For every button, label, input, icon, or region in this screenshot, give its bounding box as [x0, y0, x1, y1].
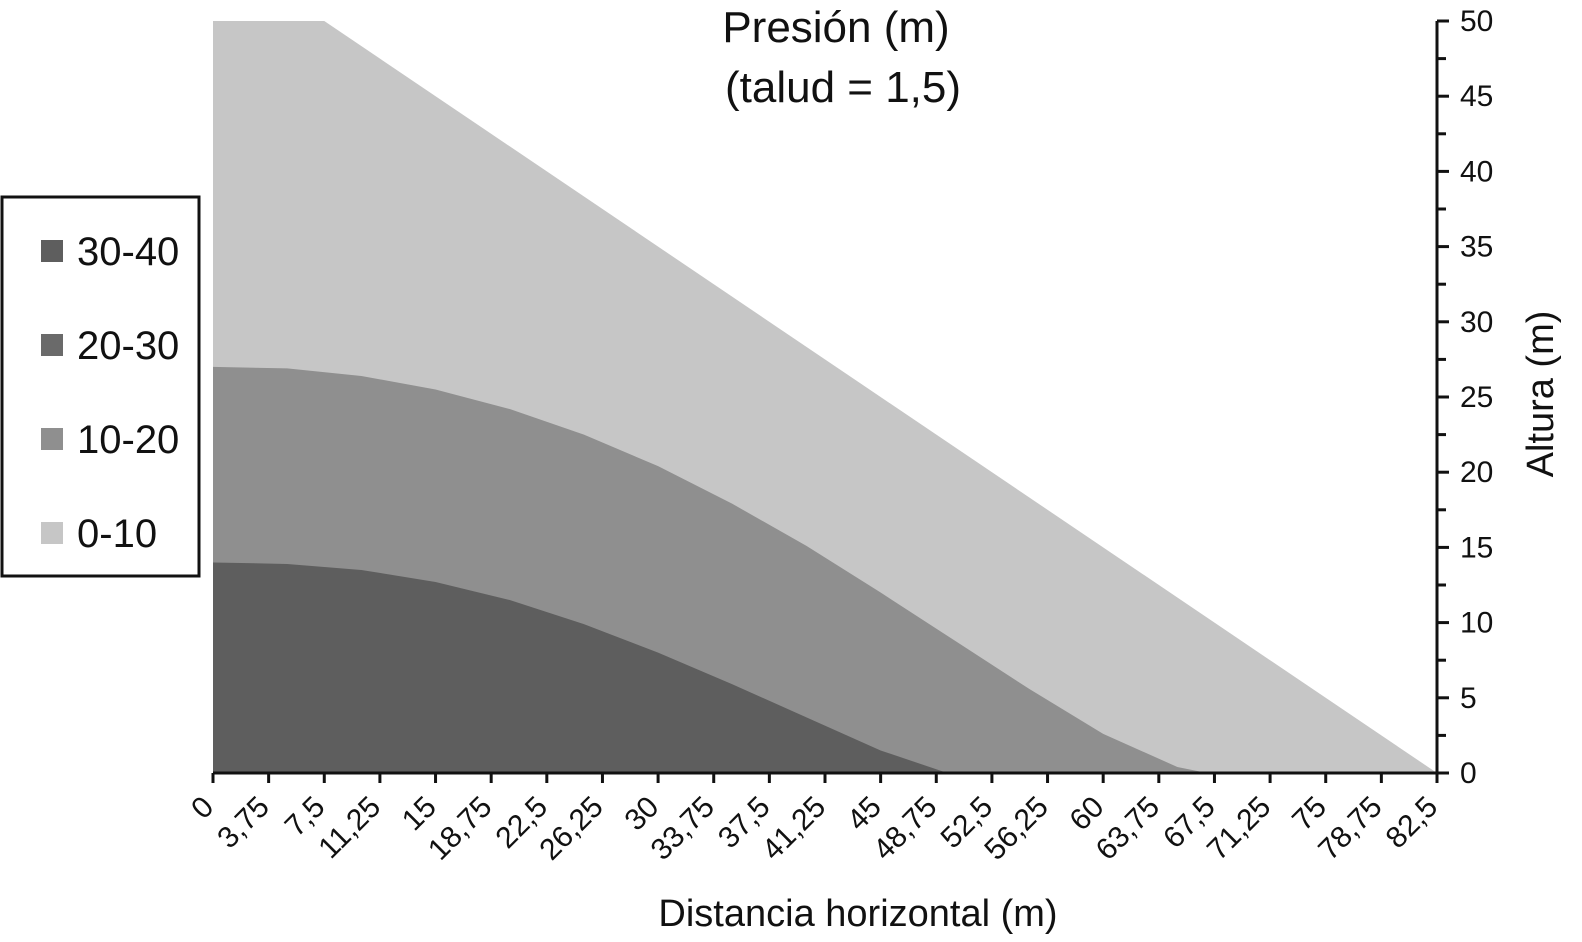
x-tick-label: 3,75: [211, 790, 276, 855]
y-tick-label: 25: [1460, 381, 1493, 414]
x-tick-label: 71,25: [1201, 790, 1277, 866]
y-ticks: 0 5 10 15 20 25 30 35 40 45 50: [1437, 5, 1493, 790]
y-tick-label: 5: [1460, 682, 1477, 715]
x-tick-label: 78,75: [1312, 790, 1388, 866]
x-tick-label: 18,75: [422, 790, 498, 866]
legend: 30-40 20-30 10-20 0-10: [0, 195, 201, 578]
y-tick-label: 20: [1460, 456, 1493, 489]
chart-title: Presión (m): [722, 3, 949, 52]
legend-label: 20-30: [77, 324, 179, 368]
y-axis-label: Altura (m): [1520, 311, 1562, 478]
legend-swatch: [41, 334, 63, 356]
plot-areas: [213, 21, 1437, 773]
x-tick-label: 33,75: [645, 790, 721, 866]
legend-items: 30-40 20-30 10-20 0-10: [41, 230, 179, 556]
y-tick-label: 30: [1460, 306, 1493, 339]
x-tick-label: 82,5: [1380, 790, 1445, 855]
y-tick-label: 10: [1460, 607, 1493, 640]
x-tick-label: 41,25: [756, 790, 832, 866]
legend-label: 10-20: [77, 418, 179, 462]
x-tick-label: 0: [185, 790, 220, 825]
legend-label: 0-10: [77, 512, 157, 556]
area-30-40: [213, 562, 948, 773]
x-tick-label: 48,75: [867, 790, 943, 866]
y-tick-label: 45: [1460, 80, 1493, 113]
x-tick-label: 11,25: [312, 790, 387, 865]
legend-swatch: [41, 428, 63, 450]
chart-subtitle: (talud = 1,5): [725, 63, 961, 112]
y-tick-label: 15: [1460, 531, 1493, 564]
x-tick-label: 63,75: [1090, 790, 1166, 866]
y-tick-label: 0: [1460, 757, 1477, 790]
y-tick-label: 35: [1460, 231, 1493, 264]
legend-swatch: [41, 522, 63, 544]
x-tick-label: 26,25: [533, 790, 609, 866]
y-tick-label: 50: [1460, 5, 1493, 38]
x-tick-label: 56,25: [978, 790, 1054, 866]
legend-swatch: [41, 240, 63, 262]
y-tick-label: 40: [1460, 155, 1493, 188]
legend-box: [0, 195, 201, 578]
x-axis-label: Distancia horizontal (m): [658, 893, 1057, 935]
legend-label: 30-40: [77, 230, 179, 274]
